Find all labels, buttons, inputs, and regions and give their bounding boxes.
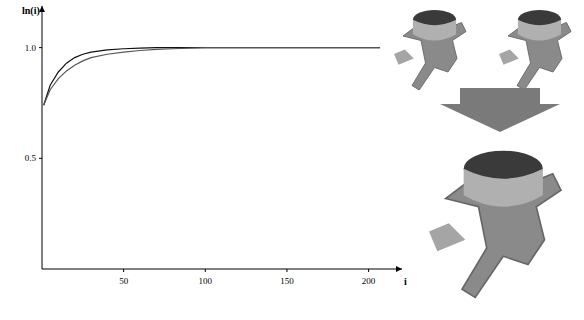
y-axis bbox=[42, 6, 43, 269]
vertebra-side bbox=[413, 20, 456, 41]
x-tick-label: 50 bbox=[119, 276, 129, 286]
y-tick-label: 0.5 bbox=[25, 153, 37, 163]
x-tick bbox=[123, 269, 124, 272]
x-tick bbox=[205, 269, 206, 272]
y-tick bbox=[39, 158, 42, 159]
vertebra-left bbox=[394, 10, 466, 90]
series-line bbox=[44, 48, 380, 106]
y-axis-title: ln(i) bbox=[22, 5, 40, 17]
vertebra-side bbox=[518, 20, 561, 41]
merge-arrow bbox=[440, 88, 560, 132]
plot-lines bbox=[44, 48, 380, 106]
x-tick-label: 100 bbox=[199, 276, 213, 286]
y-tick bbox=[39, 47, 42, 48]
vertebra-wing bbox=[429, 223, 465, 251]
vertebra-wing bbox=[499, 50, 519, 65]
x-tick bbox=[368, 269, 369, 272]
vertebra-right bbox=[499, 10, 571, 90]
series-line bbox=[44, 48, 380, 106]
vertebra-wing bbox=[394, 50, 414, 65]
x-axis bbox=[42, 269, 402, 270]
vertebra-side bbox=[464, 169, 543, 207]
vertebra-merged bbox=[429, 151, 561, 298]
y-tick-label: 1.0 bbox=[25, 43, 37, 53]
x-tick bbox=[286, 269, 287, 272]
x-axis-title: i bbox=[404, 276, 407, 287]
figure: 50 100 150 200 0.5 1.0 ln(i) i bbox=[0, 0, 584, 320]
x-tick-label: 150 bbox=[280, 276, 294, 286]
x-tick-label: 200 bbox=[362, 276, 376, 286]
